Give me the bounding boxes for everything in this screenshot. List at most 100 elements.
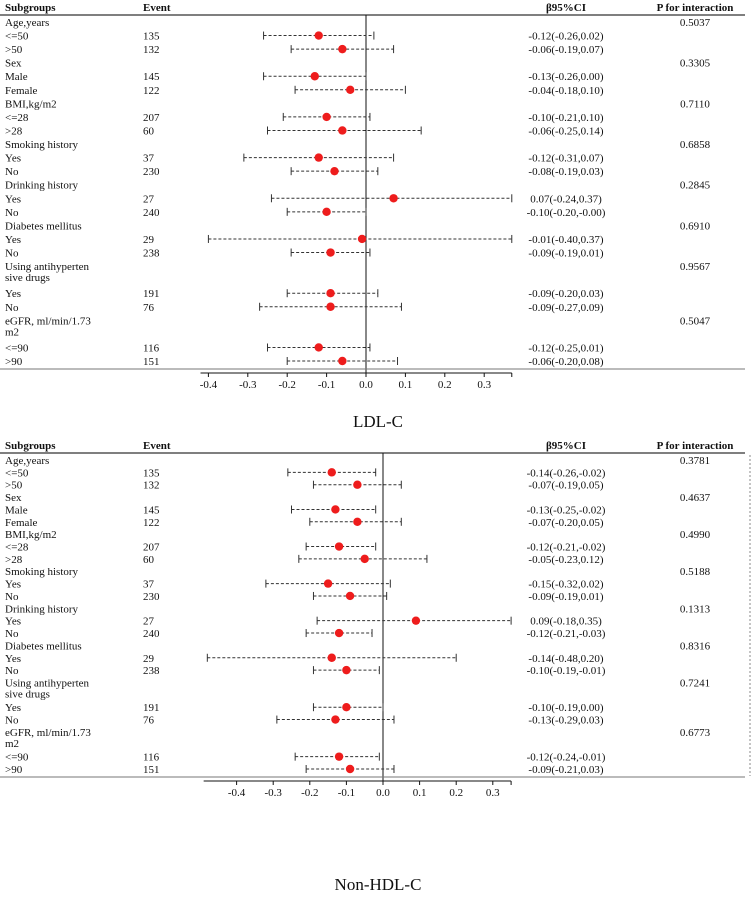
group-header-row: Age,years 0.3781 [5, 455, 710, 467]
subgroup-row: No 238 -0.09(-0.19,0.01) [5, 248, 604, 260]
row-label: Male [5, 504, 28, 516]
ci-text: -0.06(-0.19,0.07) [528, 44, 603, 56]
ci-text: -0.14(-0.48,0.20) [528, 653, 603, 665]
x-tick-label: -0.3 [239, 379, 257, 391]
ci-text: -0.14(-0.26,-0.02) [527, 467, 606, 479]
event-count: 37 [143, 153, 155, 165]
event-count: 230 [143, 166, 160, 178]
event-count: 240 [143, 207, 160, 219]
group-header-row: Smoking history 0.6858 [5, 139, 711, 151]
subgroup-row: Yes 29 -0.01(-0.40,0.37) [5, 234, 604, 246]
subgroup-row: <=90 116 -0.12(-0.25,0.01) [5, 342, 604, 354]
event-count: 76 [143, 302, 155, 314]
p-interaction: 0.5037 [680, 17, 711, 29]
ci-text: -0.12(-0.26,0.02) [528, 31, 603, 43]
p-interaction: 0.3305 [680, 58, 711, 70]
subgroup-row: Male 145 -0.13(-0.25,-0.02) [5, 504, 606, 516]
row-label: >90 [5, 356, 23, 368]
event-count: 29 [143, 234, 155, 246]
ci-text: -0.13(-0.25,-0.02) [527, 504, 606, 516]
group-header-row: Diabetes mellitus 0.8316 [5, 640, 711, 652]
subgroup-row: <=28 207 -0.10(-0.21,0.10) [5, 112, 604, 124]
point-estimate [338, 44, 347, 54]
point-estimate [334, 542, 344, 551]
p-interaction: 0.1313 [680, 603, 711, 615]
forest-panel-2: Subgroups Event β95%CI P for interaction Age… [0, 440, 751, 894]
row-label: BMI,kg/m2 [5, 98, 57, 110]
x-tick-label: 0.2 [438, 379, 452, 391]
ci-text: -0.12(-0.25,0.01) [528, 342, 603, 354]
subgroup-row: <=90 116 -0.12(-0.24,-0.01) [5, 752, 606, 764]
group-header-row: Age,years 0.5037 [5, 17, 711, 29]
row-label: Yes [5, 579, 21, 591]
point-estimate [357, 234, 367, 244]
event-count: 132 [143, 44, 160, 56]
subgroup-row: >90 151 -0.09(-0.21,0.03) [5, 764, 604, 776]
ci-text: 0.07(-0.24,0.37) [530, 193, 602, 205]
group-header-row: Sex 0.4637 [5, 492, 711, 504]
subgroup-row: >50 132 -0.07(-0.19,0.05) [5, 480, 604, 492]
x-tick-label: 0.3 [477, 379, 491, 391]
event-count: 122 [143, 85, 160, 97]
panel-title: Non-HDL-C [335, 875, 422, 894]
row-label: <=50 [5, 467, 29, 479]
subgroup-row: >90 151 -0.06(-0.20,0.08) [5, 356, 604, 368]
row-label: No [5, 166, 19, 178]
row-label: eGFR, ml/min/1.73 [5, 315, 91, 327]
event-count: 207 [143, 542, 160, 554]
row-label: Female [5, 85, 37, 97]
ci-text: -0.10(-0.20,-0.00) [527, 207, 606, 219]
row-label: No [5, 591, 19, 603]
ci-text: -0.04(-0.18,0.10) [528, 85, 603, 97]
row-label: Yes [5, 193, 21, 205]
p-interaction: 0.2845 [680, 180, 711, 192]
event-count: 191 [143, 702, 160, 714]
header-ci: β95%CI [546, 2, 586, 14]
row-label: Age,years [5, 455, 49, 467]
panel-title: LDL-C [353, 412, 403, 431]
row-label: Yes [5, 702, 21, 714]
header-p: P for interaction [657, 440, 734, 452]
row-label: Yes [5, 616, 21, 628]
x-tick-label: 0.3 [486, 787, 500, 799]
row-label: Diabetes mellitus [5, 220, 82, 232]
ci-text: -0.12(-0.31,0.07) [528, 153, 603, 165]
row-label-cont: m2 [5, 738, 19, 750]
row-label-cont: sive drugs [5, 272, 50, 284]
row-label: <=28 [5, 112, 29, 124]
event-count: 151 [143, 764, 160, 776]
point-estimate [334, 628, 344, 638]
row-label: Using antihyperten [5, 677, 90, 689]
event-count: 240 [143, 628, 160, 640]
x-tick-label: -0.1 [318, 379, 335, 391]
subgroup-row: Yes 191 -0.10(-0.19,0.00) [5, 702, 604, 714]
subgroup-row: No 230 -0.09(-0.19,0.01) [5, 591, 604, 603]
subgroup-row: No 230 -0.08(-0.19,0.03) [5, 166, 604, 178]
subgroup-row: No 240 -0.10(-0.20,-0.00) [5, 207, 606, 219]
ci-text: -0.09(-0.20,0.03) [528, 288, 603, 300]
ci-text: -0.09(-0.27,0.09) [528, 302, 603, 314]
row-label: >50 [5, 480, 23, 492]
ci-text: -0.05(-0.23,0.12) [528, 554, 603, 566]
ci-text: -0.13(-0.29,0.03) [528, 715, 603, 727]
point-estimate [331, 505, 340, 514]
subgroup-row: Yes 37 -0.15(-0.32,0.02) [5, 579, 604, 591]
x-tick-label: -0.2 [301, 787, 318, 799]
ci-text: -0.15(-0.32,0.02) [528, 579, 603, 591]
header-ci: β95%CI [546, 440, 586, 452]
p-interaction: 0.7110 [680, 98, 710, 110]
p-interaction: 0.9567 [680, 261, 711, 273]
group-header-row: Smoking history 0.5188 [5, 566, 711, 578]
ci-text: -0.12(-0.21,-0.02) [527, 542, 606, 554]
row-label: <=28 [5, 542, 29, 554]
point-estimate [342, 703, 351, 712]
event-count: 29 [143, 653, 155, 665]
row-label: Male [5, 71, 28, 83]
point-estimate [345, 764, 355, 774]
row-label: Smoking history [5, 566, 79, 578]
event-count: 27 [143, 193, 155, 205]
event-count: 60 [143, 554, 155, 566]
group-header-row: Sex 0.3305 [5, 58, 711, 70]
p-interaction: 0.4637 [680, 492, 711, 504]
subgroup-row: Yes 37 -0.12(-0.31,0.07) [5, 153, 604, 165]
